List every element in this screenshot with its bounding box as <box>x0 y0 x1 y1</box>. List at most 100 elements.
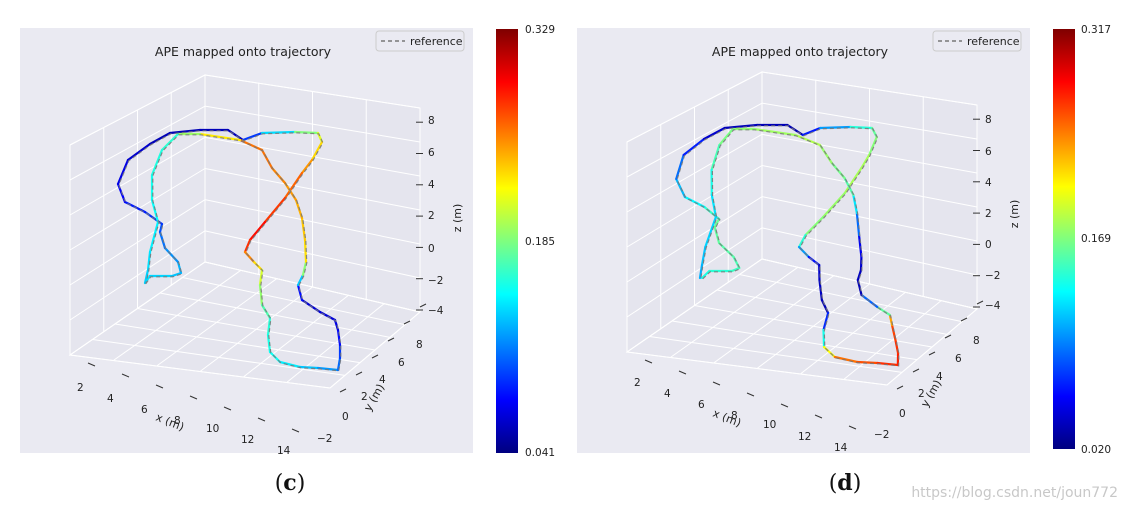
trajectory-segment <box>298 365 320 370</box>
x-tick-4: 4 <box>107 393 114 405</box>
colorbar-mid-label: 0.169 <box>1081 233 1111 245</box>
grid-line <box>286 303 385 383</box>
z-axis-label: z (m) <box>1008 200 1021 229</box>
trajectory-segment <box>713 225 721 245</box>
colorbar-gradient <box>1053 29 1075 449</box>
y-tick-8: 8 <box>416 339 423 351</box>
grid-line <box>204 261 421 313</box>
z-axis-label: z (m) <box>451 204 464 233</box>
legend: reference <box>932 30 1022 52</box>
y-tick-mark <box>371 354 379 359</box>
trajectory-segment <box>248 220 267 242</box>
trajectory-segment <box>300 216 307 242</box>
trajectory-segment <box>198 132 242 142</box>
trajectory-segment <box>150 198 160 224</box>
z-tick-4: 4 <box>985 177 992 189</box>
trajectory-segment <box>894 338 900 355</box>
trajectory-segment <box>150 148 164 177</box>
trajectory-segment <box>126 142 152 162</box>
plot-title: APE mapped onto trajectory <box>712 44 889 59</box>
x-tick-mark <box>189 395 198 400</box>
reference-line <box>118 130 342 372</box>
y-tick-2: 2 <box>918 388 925 400</box>
reference-trajectory <box>118 130 342 372</box>
trajectory-segment <box>283 171 304 200</box>
trajectory-segment <box>819 125 852 130</box>
trajectory-segment <box>263 196 287 224</box>
panel-d: APE mapped onto trajectory reference 2 4… <box>577 24 1111 496</box>
colorbar-mid-label: 0.185 <box>525 236 555 248</box>
trajectory-segment <box>849 125 874 130</box>
y-tick-mark <box>387 337 395 342</box>
x-tick-mark <box>291 428 300 433</box>
trajectory-segment <box>856 268 863 282</box>
x-tick-10: 10 <box>763 419 776 431</box>
trajectory-segment <box>723 123 759 130</box>
legend-entry-reference: reference <box>967 35 1020 48</box>
y-tick-mark <box>912 368 920 373</box>
z-tick-labels: −4 −2 0 2 4 6 8 <box>428 115 444 317</box>
y-tick-mark <box>339 388 347 393</box>
grid-line <box>329 311 421 389</box>
z-tick-6: 6 <box>985 146 992 158</box>
y-tick-mark <box>419 303 427 308</box>
trajectory-segment <box>336 356 342 372</box>
reference-line <box>676 125 900 367</box>
y-tick-mark <box>960 317 968 322</box>
y-tick-4: 4 <box>379 374 386 386</box>
trajectory-segment <box>148 220 160 254</box>
colorbar: 0.329 0.185 0.041 <box>496 24 555 459</box>
trajectory-segment <box>682 137 706 157</box>
panel-c: APE mapped onto trajectory reference 2 4… <box>20 24 555 496</box>
trajectory-segment <box>868 135 878 157</box>
trajectory-segment <box>336 328 342 347</box>
trajectory-segment <box>710 193 718 219</box>
y-tick-6: 6 <box>398 357 405 369</box>
trajectory-segment <box>752 127 797 137</box>
x-tick-12: 12 <box>798 431 811 443</box>
trajectory-segment <box>143 268 150 285</box>
trajectory-segment <box>260 130 297 135</box>
y-tick-6: 6 <box>955 353 962 365</box>
z-tick--2: −2 <box>985 270 1000 282</box>
trajectory-segment <box>278 360 302 369</box>
x-tick-mark <box>746 392 755 397</box>
colorbar-max-label: 0.329 <box>525 24 555 36</box>
x-tick-mark <box>257 417 266 422</box>
trajectory-segment <box>852 193 858 215</box>
trajectory-segment <box>713 217 721 229</box>
x-tick-6: 6 <box>141 404 148 416</box>
x-tick-mark <box>780 403 789 408</box>
x-tick-8: 8 <box>731 410 738 422</box>
x-tick-mark <box>155 384 164 389</box>
y-tick-8: 8 <box>973 335 980 347</box>
y-tick-labels: −2 0 2 4 6 8 <box>874 335 980 441</box>
x-tick-mark <box>678 370 687 375</box>
trajectory-segment <box>860 153 871 170</box>
watermark: https://blog.csdn.net/joun772 <box>911 485 1118 501</box>
colorbar-gradient <box>496 29 518 453</box>
trajectory-segment <box>730 266 741 273</box>
trajectory-segment <box>700 269 711 280</box>
y-tick-mark <box>944 334 952 339</box>
x-tick-2: 2 <box>77 382 84 394</box>
x-tick-mark <box>848 425 857 430</box>
trajectory-segment <box>168 128 202 135</box>
y-tick-0: 0 <box>342 411 349 423</box>
trajectory-segment <box>303 238 308 264</box>
z-tick-0: 0 <box>428 243 435 255</box>
z-tick--2: −2 <box>428 275 443 287</box>
colorbar-min-label: 0.020 <box>1081 444 1111 456</box>
y-tick--2: −2 <box>874 429 889 441</box>
trajectory-segment <box>301 260 308 277</box>
y-tick-2: 2 <box>361 391 368 403</box>
y-tick-mark <box>896 385 904 390</box>
x-tick-14: 14 <box>277 445 291 457</box>
x-tick-labels: 2 4 6 8 10 12 14 <box>77 382 291 457</box>
grid-line <box>843 300 942 380</box>
trajectory-segment <box>700 245 707 267</box>
trajectory-segment <box>241 131 264 142</box>
trajectory-segment <box>822 328 826 349</box>
z-tick-6: 6 <box>428 147 435 159</box>
